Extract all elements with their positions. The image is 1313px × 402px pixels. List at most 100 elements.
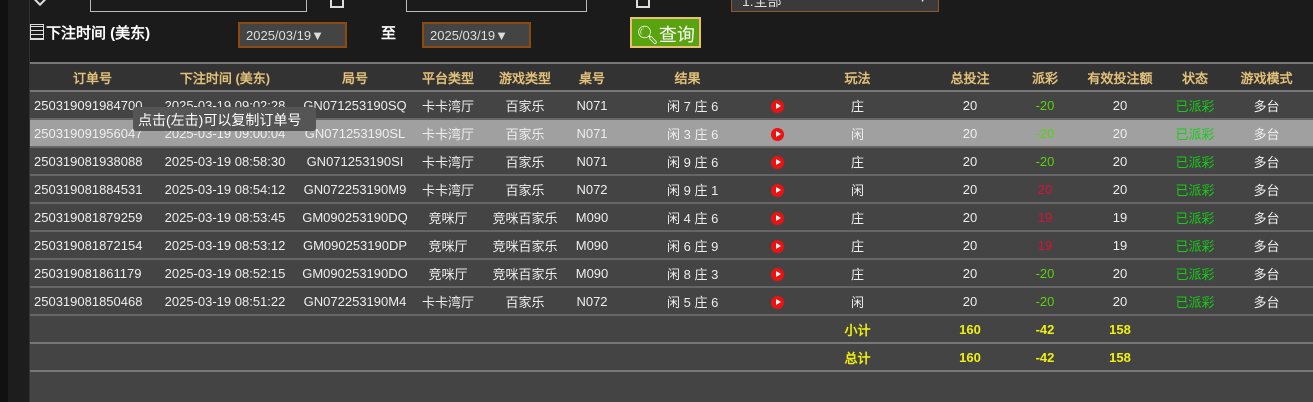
cell-round-number: GM090253190DO [295,259,415,288]
cell-status: 已派彩 [1170,119,1220,148]
cell-bet-type: 庄 [795,259,920,288]
table-row[interactable]: 250319081884531 2025-03-19 08:54:12 GN0722… [30,175,1313,204]
tag-icon [32,0,48,7]
video-replay-button[interactable] [760,91,795,120]
cell-game-type: 竞咪百家乐 [481,231,569,260]
cell-order-number[interactable]: 250319081879259 [30,203,155,232]
cell-result: 闲 9 庄 1 [615,175,760,204]
cell-total-bet: 20 [920,175,1020,204]
table-row[interactable]: 250319081938088 2025-03-19 08:58:30 GN0712… [30,147,1313,176]
cell-table-number: N071 [569,119,615,148]
column-header[interactable]: 平台类型 [415,64,481,92]
cell-game-type: 竞咪百家乐 [481,259,569,288]
cell-bet-type: 庄 [795,91,920,120]
subtotal-row-label: 小计 [795,315,920,344]
date-from-select[interactable]: 2025/03/19▼ [238,22,347,48]
cell-game-mode: 多台 [1220,119,1313,148]
cell-bet-time: 2025-03-19 08:54:12 [155,175,295,204]
column-header[interactable]: 有效投注额 [1070,64,1170,92]
calendar-icon [30,24,44,40]
order-number-input[interactable] [90,0,307,12]
column-header[interactable]: 结果 [615,64,760,92]
cell-order-number[interactable]: 250319081884531 [30,175,155,204]
video-replay-button[interactable] [760,259,795,288]
subtotal-row-total-bet: 160 [920,315,1020,344]
cell-order-number[interactable]: 250319081861179 [30,259,155,288]
grand-total-row-label: 总计 [795,343,920,372]
column-header[interactable]: 游戏模式 [1220,64,1313,92]
cell-bet-time: 2025-03-19 08:52:15 [155,259,295,288]
cell-status: 已派彩 [1170,91,1220,120]
table-row[interactable]: 250319081850468 2025-03-19 08:51:22 GN0722… [30,287,1313,316]
cell-valid-bet: 19 [1070,203,1170,232]
query-button[interactable]: 🔍︎查询 [630,17,701,48]
cell-status: 已派彩 [1170,147,1220,176]
column-header[interactable]: 订单号 [30,64,155,92]
cell-valid-bet: 20 [1070,287,1170,316]
select-value: 1.全部 [742,0,782,9]
cell-table-number: M090 [569,203,615,232]
game-type-select[interactable]: 1.全部 ▼ [731,0,939,12]
empty-cell [30,343,795,372]
cell-status: 已派彩 [1170,175,1220,204]
bet-time-text: 下注时间 (美东) [46,25,151,42]
cell-result: 闲 5 庄 6 [615,287,760,316]
table-header: 订单号 下注时间 (美东) 局号 平台类型 游戏类型 桌号 结果 玩法 总投注 派彩 有效投注额 状态… [30,64,1313,92]
cell-platform: 卡卡湾厅 [415,147,481,176]
video-replay-button[interactable] [760,175,795,204]
cell-bet-type: 闲 [795,175,920,204]
cell-order-number[interactable]: 250319081850468 [30,287,155,316]
cell-table-number: N071 [569,91,615,120]
round-number-input[interactable] [406,0,587,12]
cell-bet-time: 2025-03-19 08:53:45 [155,203,295,232]
cell-bet-type: 庄 [795,203,920,232]
column-header[interactable]: 下注时间 (美东) [155,64,295,92]
left-panel [8,0,30,402]
cell-status: 已派彩 [1170,203,1220,232]
cell-order-number[interactable]: 250319081872154 [30,231,155,260]
calendar-icon [636,0,650,8]
table-row[interactable]: 250319081872154 2025-03-19 08:53:12 GM0902… [30,231,1313,260]
play-icon [771,267,784,281]
empty-cell [30,315,795,344]
column-header[interactable]: 派彩 [1020,64,1070,92]
cell-bet-time: 2025-03-19 08:58:30 [155,147,295,176]
cell-payout: -20 [1020,287,1070,316]
cell-platform: 竞咪厅 [415,203,481,232]
video-replay-button[interactable] [760,231,795,260]
video-replay-button[interactable] [760,147,795,176]
video-replay-button[interactable] [760,119,795,148]
cell-platform: 卡卡湾厅 [415,119,481,148]
cell-platform: 卡卡湾厅 [415,287,481,316]
cell-game-type: 百家乐 [481,91,569,120]
cell-result: 闲 4 庄 6 [615,203,760,232]
column-header[interactable]: 玩法 [795,64,920,92]
play-icon [771,295,784,309]
play-icon [771,155,784,169]
document-icon [330,0,344,8]
cell-result: 闲 3 庄 6 [615,119,760,148]
empty-cell [1170,315,1313,344]
subtotal-row: 小计 160 -42 158 [30,315,1313,344]
column-header[interactable]: 总投注 [920,64,1020,92]
column-header[interactable]: 状态 [1170,64,1220,92]
cell-game-type: 百家乐 [481,175,569,204]
cell-payout: 19 [1020,203,1070,232]
cell-payout: 20 [1020,175,1070,204]
cell-order-number[interactable]: 250319081938088 [30,147,155,176]
cell-table-number: N072 [569,175,615,204]
cell-platform: 卡卡湾厅 [415,175,481,204]
column-header[interactable] [760,64,795,92]
column-header[interactable]: 游戏类型 [481,64,569,92]
cell-bet-type: 庄 [795,147,920,176]
table-row[interactable]: 250319081861179 2025-03-19 08:52:15 GM0902… [30,259,1313,288]
cell-valid-bet: 20 [1070,119,1170,148]
date-to-select[interactable]: 2025/03/19▼ [422,22,531,48]
column-header[interactable]: 桌号 [569,64,615,92]
cell-valid-bet: 19 [1070,231,1170,260]
empty-cell [1170,343,1313,372]
column-header[interactable]: 局号 [295,64,415,92]
table-row[interactable]: 250319081879259 2025-03-19 08:53:45 GM0902… [30,203,1313,232]
video-replay-button[interactable] [760,203,795,232]
video-replay-button[interactable] [760,287,795,316]
